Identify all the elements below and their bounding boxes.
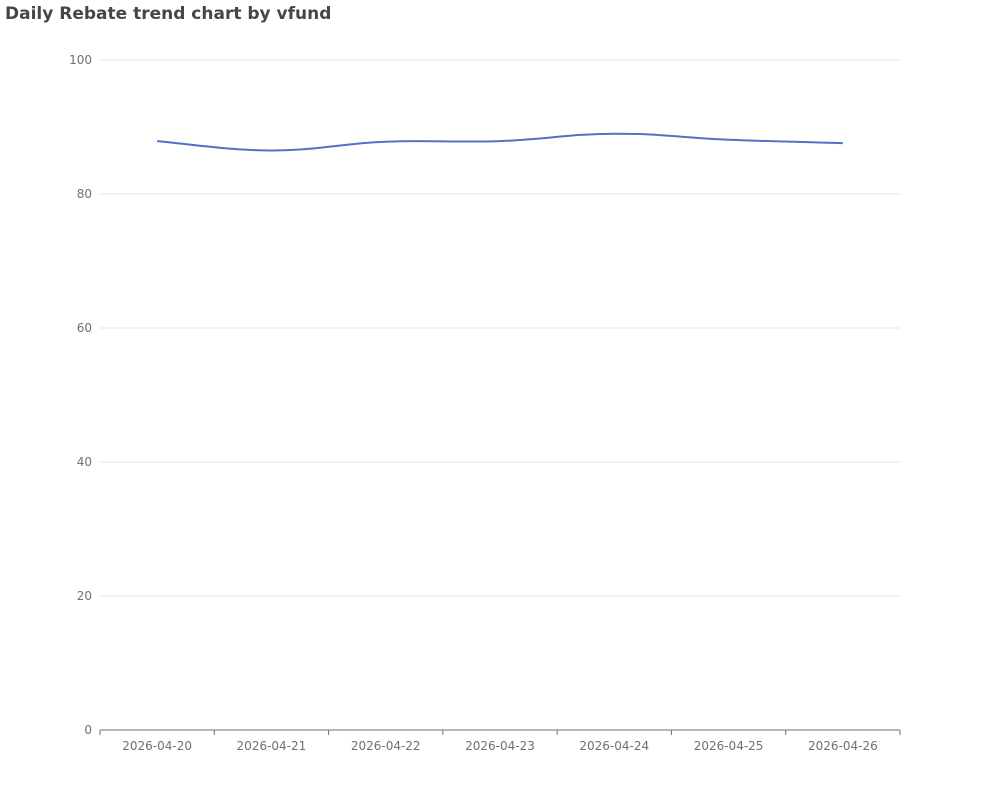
- chart-title: Daily Rebate trend chart by vfund: [5, 4, 332, 24]
- x-tick-label: 2026-04-24: [579, 739, 649, 753]
- series-line: [157, 132, 843, 152]
- y-tick-label: 60: [77, 321, 92, 335]
- x-tick-label: 2026-04-20: [122, 739, 192, 753]
- x-tick-label: 2026-04-22: [351, 739, 421, 753]
- y-tick-label: 80: [77, 187, 92, 201]
- x-tick-label: 2026-04-21: [237, 739, 307, 753]
- y-tick-label: 20: [77, 589, 92, 603]
- y-tick-label: 100: [69, 53, 92, 67]
- x-tick-label: 2026-04-23: [465, 739, 535, 753]
- x-tick-label: 2026-04-26: [808, 739, 878, 753]
- x-tick-label: 2026-04-25: [694, 739, 764, 753]
- y-tick-label: 0: [84, 723, 92, 737]
- y-tick-label: 40: [77, 455, 92, 469]
